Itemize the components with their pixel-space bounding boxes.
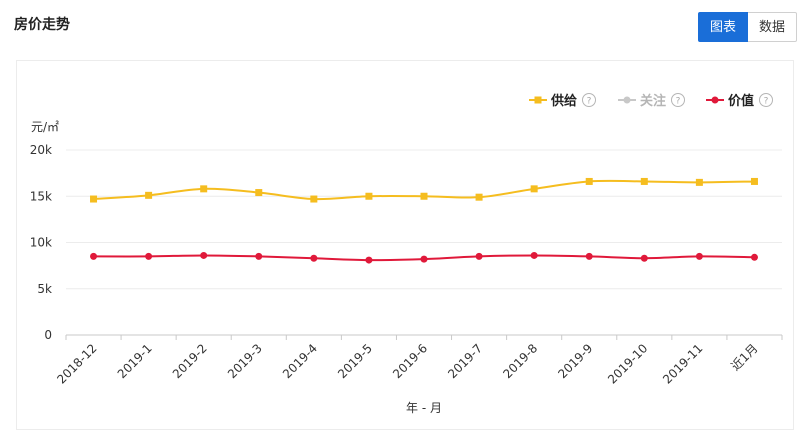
legend-label: 关注 bbox=[640, 93, 666, 109]
legend-label: 供给 bbox=[550, 93, 577, 109]
page-title: 房价走势 bbox=[14, 17, 70, 33]
y-unit-label: 元/㎡ bbox=[31, 120, 59, 134]
legend-item[interactable]: 关注? bbox=[618, 93, 685, 109]
x-tick-label: 2019-4 bbox=[280, 341, 320, 381]
y-axis: 0 5k 10k 15k 20k bbox=[30, 143, 52, 342]
chart-view-button[interactable]: 图表 bbox=[698, 12, 749, 42]
grid bbox=[66, 149, 782, 336]
data-point[interactable] bbox=[200, 185, 208, 193]
data-point[interactable] bbox=[365, 256, 373, 264]
data-view-button[interactable]: 数据 bbox=[748, 12, 798, 42]
data-point[interactable] bbox=[695, 252, 703, 260]
series-layer bbox=[90, 177, 758, 264]
legend: 供给? 关注? 价值? bbox=[529, 93, 773, 109]
data-point[interactable] bbox=[255, 252, 263, 260]
data-point[interactable] bbox=[90, 195, 98, 203]
data-point[interactable] bbox=[255, 189, 263, 197]
legend-item[interactable]: 价值? bbox=[706, 93, 773, 109]
data-point[interactable] bbox=[310, 254, 318, 262]
data-point[interactable] bbox=[640, 177, 648, 185]
data-point[interactable] bbox=[530, 251, 538, 259]
legend-marker-icon bbox=[623, 96, 631, 104]
data-point[interactable] bbox=[475, 252, 483, 260]
x-tick-label: 2019-3 bbox=[225, 341, 265, 381]
y-tick-label: 15k bbox=[30, 189, 52, 203]
y-tick-label: 10k bbox=[30, 236, 52, 250]
help-icon[interactable] bbox=[671, 93, 685, 107]
data-point[interactable] bbox=[145, 191, 153, 199]
x-axis-title: 年 - 月 bbox=[406, 401, 442, 415]
x-axis: 2018-12 2019-1 2019-2 2019-3 2019-4 2019-5 201… bbox=[54, 335, 783, 387]
help-icon[interactable] bbox=[582, 93, 596, 107]
legend-label: 价值 bbox=[728, 93, 754, 109]
y-tick-label: 0 bbox=[44, 328, 52, 342]
x-tick-label: 2019-8 bbox=[500, 341, 540, 381]
help-icon[interactable] bbox=[759, 93, 773, 107]
data-point[interactable] bbox=[750, 177, 758, 185]
help-glyph: ? bbox=[764, 97, 769, 107]
view-toggle: 图表 数据 bbox=[698, 12, 798, 42]
chart-panel bbox=[16, 60, 794, 430]
data-point[interactable] bbox=[200, 251, 208, 259]
x-tick-label: 2019-9 bbox=[555, 341, 595, 381]
data-point[interactable] bbox=[475, 193, 483, 201]
x-tick-label: 近1月 bbox=[728, 341, 760, 373]
data-point[interactable] bbox=[585, 177, 593, 185]
y-tick-label: 5k bbox=[37, 282, 52, 296]
x-tick-label: 2019-6 bbox=[390, 341, 430, 381]
y-tick-label: 20k bbox=[30, 143, 52, 157]
data-point[interactable] bbox=[640, 254, 648, 262]
legend-marker-icon bbox=[534, 96, 542, 104]
data-point[interactable] bbox=[365, 192, 373, 200]
data-point[interactable] bbox=[310, 195, 318, 203]
x-tick-label: 2019-2 bbox=[170, 341, 210, 381]
legend-item[interactable]: 供给? bbox=[529, 93, 596, 109]
x-tick-label: 2019-5 bbox=[335, 341, 375, 381]
legend-marker-icon bbox=[711, 96, 719, 104]
help-glyph: ? bbox=[587, 97, 592, 107]
help-glyph: ? bbox=[676, 97, 681, 107]
data-point[interactable] bbox=[145, 252, 153, 260]
data-point[interactable] bbox=[420, 192, 428, 200]
data-point[interactable] bbox=[90, 252, 98, 260]
data-point[interactable] bbox=[585, 252, 593, 260]
x-tick-label: 2019-10 bbox=[605, 341, 650, 386]
data-point[interactable] bbox=[750, 253, 758, 261]
x-tick-label: 2018-12 bbox=[54, 341, 99, 386]
x-tick-label: 2019-11 bbox=[660, 341, 705, 386]
data-point[interactable] bbox=[695, 178, 703, 186]
data-point[interactable] bbox=[530, 185, 538, 193]
data-point[interactable] bbox=[420, 255, 428, 263]
x-tick-label: 2019-1 bbox=[115, 341, 155, 381]
x-tick-label: 2019-7 bbox=[445, 341, 485, 381]
